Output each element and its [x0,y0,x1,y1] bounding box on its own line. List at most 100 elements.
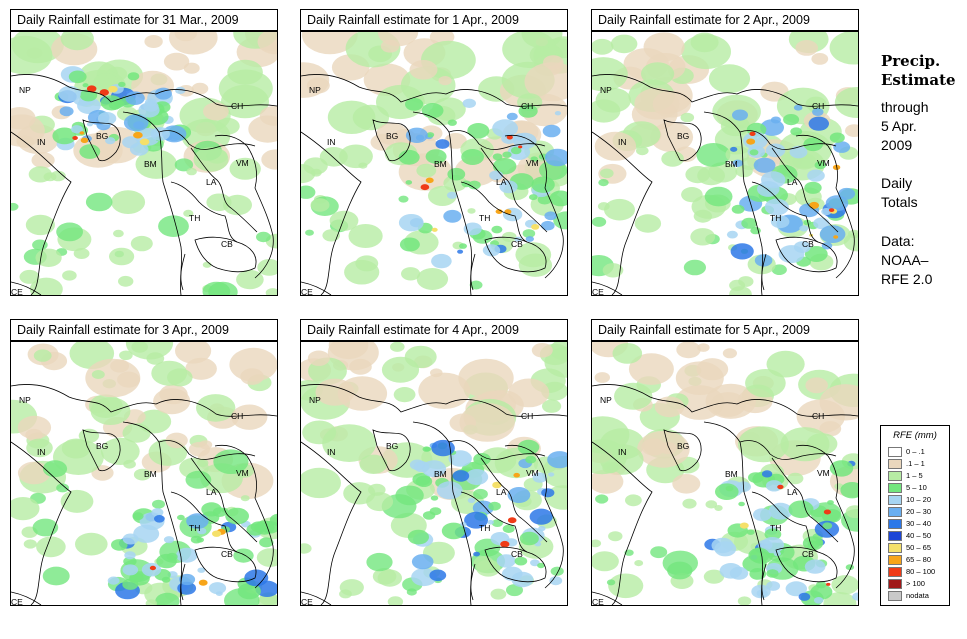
rain-cell [459,243,467,249]
rain-cell [177,514,185,521]
country-label: NP [600,395,612,405]
rain-cell [11,107,36,130]
rain-cell [831,575,858,595]
country-border [460,181,528,243]
rain-cell [460,522,467,527]
rain-cell [825,195,849,212]
rain-cell [807,540,820,549]
rain-cell [179,573,196,586]
rain-cell [454,156,498,186]
rain-cell [492,481,502,489]
rain-cell [113,229,124,238]
rain-cell [502,524,515,533]
rain-cell [690,228,716,246]
rain-cell [310,168,322,177]
country-label: IN [37,447,46,457]
rain-cell [592,38,614,55]
country-label: TH [770,523,782,533]
rain-cell [155,592,180,605]
country-label: CH [812,411,825,421]
rain-cell [196,458,209,467]
rain-cell [71,125,83,134]
rain-cell [592,539,602,548]
rain-cell [380,39,400,53]
rain-cell [58,85,81,102]
rain-cell [693,209,713,223]
sidebar-title-line1: Precip. [881,52,941,70]
rain-cell [29,277,63,295]
country-label: BM [434,159,447,169]
sidebar-date-line1: 5 Apr. [881,118,917,134]
rain-cell [107,576,120,585]
rain-cell [436,481,463,500]
rain-cell [459,403,515,442]
country-label: LA [496,487,507,497]
sidebar-data-line3: RFE 2.0 [881,271,933,287]
rain-cell [554,111,561,116]
country-border [448,130,546,150]
rain-cell [852,592,858,601]
rain-cell [431,227,438,232]
panel-title: Daily Rainfall estimate for 5 Apr., 2009 [591,319,859,341]
rain-cell [749,131,756,136]
map-panel: Daily Rainfall estimate for 31 Mar., 200… [10,9,278,296]
rain-cell [541,220,555,231]
rain-cell [42,566,70,586]
legend-swatch [888,555,902,565]
legend-label: 0 – .1 [906,447,925,456]
country-label: BG [677,441,690,451]
rain-cell [139,138,150,146]
country-border [703,111,763,295]
rain-cell [411,554,434,570]
rain-cell [415,134,425,141]
rain-cell [240,495,250,502]
rain-cell [158,215,189,237]
rain-cell [510,146,522,155]
rain-cell [507,487,531,503]
country-border [170,181,238,243]
rain-cell [746,138,756,145]
country-label: NP [600,85,612,95]
rain-cell [250,521,266,532]
legend-swatch [888,591,902,601]
rain-cell [167,131,181,142]
rain-cell [544,148,567,167]
rain-cell [233,548,254,563]
rain-cell [153,388,191,415]
rain-cell [531,176,555,193]
rain-cell [322,229,340,242]
country-border [504,134,564,279]
rain-cell [737,426,789,463]
rain-cell [198,579,208,586]
rain-cell [812,108,824,116]
rain-cell [530,156,538,162]
rain-cell [188,441,210,457]
rain-cell [495,209,503,215]
rain-cell [771,264,787,275]
rainfall-map: NP CH IN BG BM VM LA TH CB CE [10,31,278,296]
rain-cell [366,492,394,512]
rain-cell [307,350,330,366]
rain-cell [42,460,68,478]
rain-cell [676,342,701,359]
legend-label: 80 – 100 [906,567,936,576]
legend-label: .1 – 1 [906,459,925,468]
rain-cell [729,286,752,295]
country-label: VM [526,158,539,168]
country-border [301,131,362,295]
rain-cell [208,582,227,595]
rain-cell [829,460,854,477]
rain-cell [165,432,188,449]
legend-label: 20 – 30 [906,507,932,516]
rain-cell [634,560,644,567]
rain-cell [730,146,738,152]
rain-cell [61,438,91,459]
map-panel: Daily Rainfall estimate for 5 Apr., 2009… [591,319,859,606]
rain-cell [229,157,261,180]
rain-cell [425,177,434,184]
country-label: CB [221,239,233,249]
sidebar-data-line2: NOAA– [881,252,929,268]
legend-swatch [888,471,902,481]
legend-swatch [888,519,902,529]
legend-label: > 100 [906,579,925,588]
